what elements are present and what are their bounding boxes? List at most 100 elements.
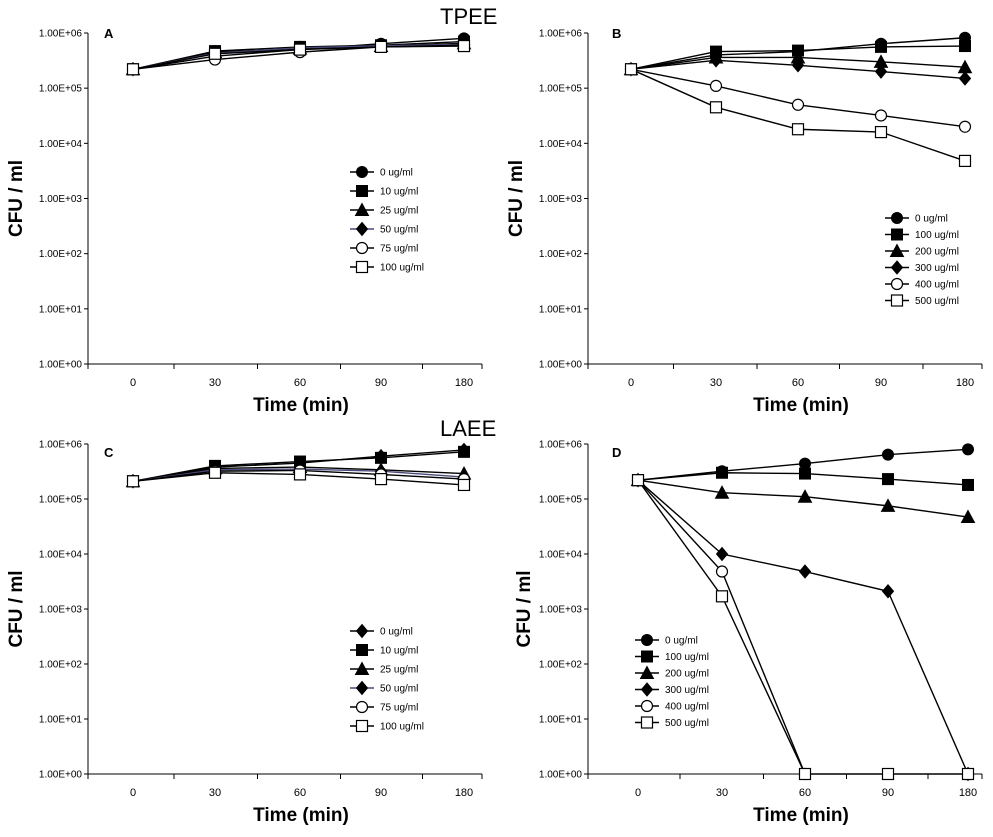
legend-label: 400 ug/ml <box>915 280 959 291</box>
legend-label: 75 ug/ml <box>380 703 418 714</box>
data-point <box>716 466 728 479</box>
y-tick-label: 1.00E+03 <box>539 194 583 205</box>
legend-label: 0 ug/ml <box>380 168 413 179</box>
legend-label: 10 ug/ml <box>380 646 418 657</box>
data-point <box>293 43 307 56</box>
data-point <box>714 485 730 499</box>
x-tick-label: 30 <box>209 787 221 799</box>
data-point <box>798 564 812 579</box>
y-tick-label: 1.00E+01 <box>39 304 83 315</box>
data-point <box>881 767 895 781</box>
legend-label: 100 ug/ml <box>380 722 424 733</box>
y-tick-label: 1.00E+06 <box>539 440 583 451</box>
legend-marker <box>640 699 654 713</box>
x-tick-label: 90 <box>375 787 387 799</box>
y-axis-label: CFU / ml <box>506 160 527 237</box>
legend-label: 25 ug/ml <box>380 206 418 217</box>
series-line-4 <box>637 479 806 775</box>
data-point <box>293 468 307 481</box>
y-tick-label: 1.00E+03 <box>39 194 83 205</box>
y-tick-label: 1.00E+04 <box>39 139 83 150</box>
legend-label: 75 ug/ml <box>380 244 418 255</box>
y-tick-label: 1.00E+02 <box>39 249 83 260</box>
x-tick-label: 0 <box>130 377 136 389</box>
panels: 1.00E+00 1.00E+01 1.00E+02 1.00E+03 1.00E+04… <box>6 26 983 826</box>
group-title-tpee: TPEE <box>440 4 497 29</box>
legend-label: 100 ug/ml <box>915 230 959 241</box>
legend-marker <box>355 221 369 237</box>
data-point <box>631 474 645 487</box>
legend-marker <box>890 260 904 275</box>
legend-marker <box>356 166 368 178</box>
legend-marker <box>355 260 369 274</box>
panel-letter: B <box>612 26 621 41</box>
legend: 0 ug/ml 100 ug/ml 200 ug/ml 300 ug/ml 400 ug… <box>885 212 959 307</box>
data-point <box>961 767 975 781</box>
legend-marker <box>889 243 905 257</box>
legend-marker <box>641 634 653 646</box>
legend-label: 500 ug/ml <box>665 718 709 729</box>
panel-letter: A <box>104 26 114 41</box>
data-point <box>960 509 976 524</box>
data-point <box>208 466 222 479</box>
data-point <box>208 47 222 60</box>
legend-marker <box>355 680 369 696</box>
data-point <box>874 64 888 79</box>
panel-a: 1.00E+00 1.00E+01 1.00E+02 1.00E+03 1.00E+04… <box>6 26 483 416</box>
data-point <box>715 565 729 578</box>
y-axis-label: CFU / ml <box>514 570 535 647</box>
legend-marker <box>640 682 654 697</box>
y-tick-label: 1.00E+01 <box>539 715 583 726</box>
x-tick-label: 90 <box>375 377 387 389</box>
y-axis-label: CFU / ml <box>6 570 27 647</box>
legend: 0 ug/ml 100 ug/ml 200 ug/ml 300 ug/ml 400 ug… <box>635 634 709 729</box>
legend-marker <box>355 241 369 255</box>
x-tick-label: 0 <box>635 787 641 799</box>
legend-marker <box>640 716 654 729</box>
x-tick-label: 30 <box>710 377 722 389</box>
x-tick-label: 60 <box>792 377 804 389</box>
data-point <box>457 39 471 53</box>
data-point <box>791 57 805 73</box>
legend-marker <box>356 185 368 197</box>
y-tick-label: 1.00E+06 <box>539 29 583 40</box>
y-tick-label: 1.00E+05 <box>539 495 583 506</box>
legend-marker <box>891 212 903 224</box>
data-point <box>875 40 887 53</box>
x-tick-label: 60 <box>294 377 306 389</box>
data-point <box>126 475 140 488</box>
y-tick-label: 1.00E+05 <box>539 84 583 95</box>
series-line-5 <box>630 68 966 162</box>
y-tick-label: 1.00E+04 <box>539 550 583 561</box>
y-tick-label: 1.00E+05 <box>39 84 83 95</box>
data-point <box>715 546 729 562</box>
x-axis-label: Time (min) <box>753 805 849 826</box>
data-point <box>709 53 723 68</box>
legend-label: 200 ug/ml <box>915 247 959 258</box>
data-point <box>715 590 729 603</box>
data-point <box>962 478 974 491</box>
legend-marker <box>639 665 655 679</box>
y-tick-label: 1.00E+04 <box>39 550 83 561</box>
data-point <box>882 473 894 486</box>
legend-label: 300 ug/ml <box>915 263 959 274</box>
panel-d: 1.00E+00 1.00E+01 1.00E+02 1.00E+03 1.00E+04… <box>514 440 983 826</box>
y-tick-label: 1.00E+02 <box>539 660 583 671</box>
legend-label: 500 ug/ml <box>915 296 959 307</box>
data-point <box>709 101 723 114</box>
y-tick-label: 1.00E+02 <box>39 660 83 671</box>
legend-label: 0 ug/ml <box>380 627 413 638</box>
data-point <box>798 767 812 781</box>
data-point <box>374 473 388 486</box>
data-point <box>880 498 896 512</box>
y-tick-label: 1.00E+03 <box>539 605 583 616</box>
x-tick-label: 180 <box>956 377 974 389</box>
y-tick-label: 1.00E+00 <box>39 770 83 781</box>
panel-b: 1.00E+00 1.00E+01 1.00E+02 1.00E+03 1.00E+04… <box>506 26 983 416</box>
data-point <box>624 63 638 76</box>
x-tick-label: 90 <box>875 377 887 389</box>
x-tick-label: 30 <box>209 377 221 389</box>
legend-label: 0 ug/ml <box>915 214 948 225</box>
legend-label: 100 ug/ml <box>665 652 709 663</box>
